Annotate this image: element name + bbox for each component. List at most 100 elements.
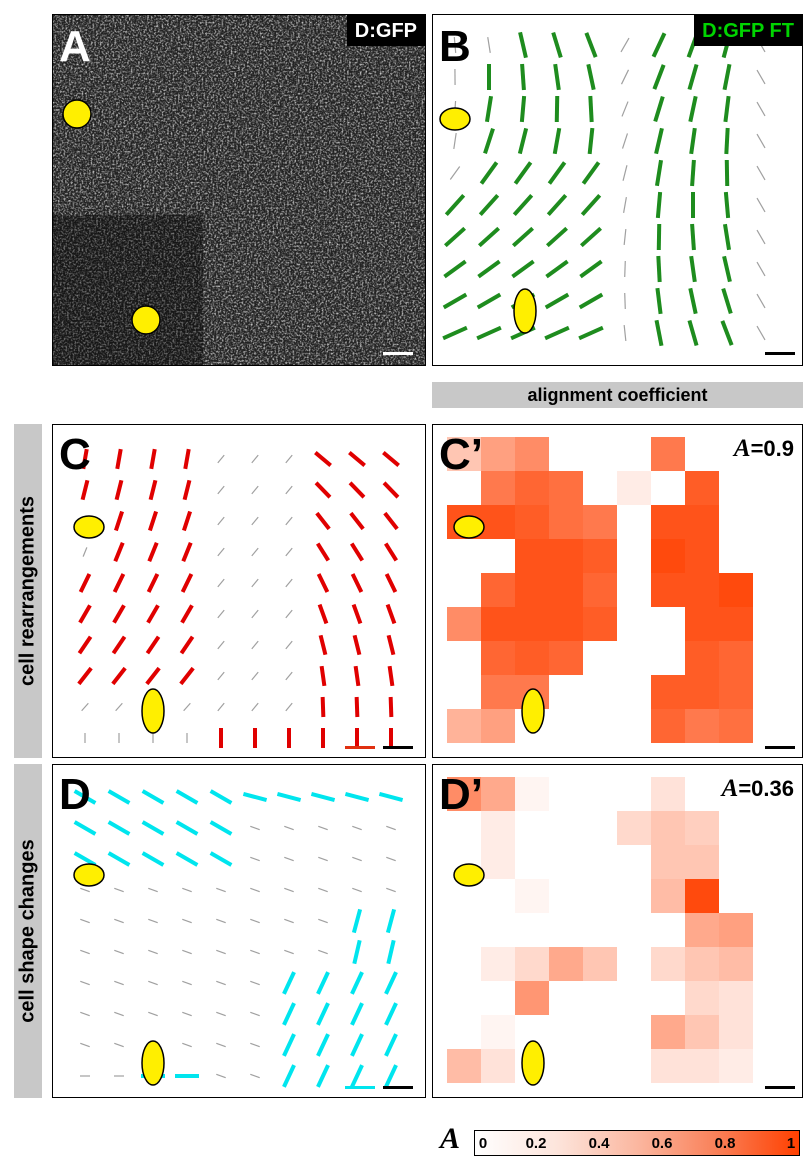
heatmap-cell xyxy=(651,777,685,811)
orientation-line xyxy=(77,666,93,686)
orientation-line xyxy=(217,547,225,557)
heatmap-cell xyxy=(719,641,753,675)
scale-bar xyxy=(765,1086,795,1089)
orientation-line xyxy=(80,949,90,955)
orientation-line xyxy=(316,1064,330,1088)
orientation-line xyxy=(318,887,328,893)
orientation-line xyxy=(148,949,158,955)
panel-letter: B xyxy=(439,22,471,71)
orientation-line xyxy=(80,980,90,986)
orientation-line xyxy=(182,918,192,924)
orientation-line xyxy=(348,451,366,467)
orientation-line xyxy=(386,856,396,862)
orientation-line xyxy=(580,226,602,248)
orientation-line xyxy=(552,127,562,155)
orientation-line xyxy=(387,665,395,687)
marker-ellipse xyxy=(73,863,105,887)
orientation-line xyxy=(181,541,193,563)
row-label-text: cell shape changes xyxy=(16,839,39,1023)
orientation-line xyxy=(82,547,88,557)
orientation-line xyxy=(285,578,293,588)
orientation-line xyxy=(652,64,666,90)
orientation-line xyxy=(250,856,260,862)
orientation-line xyxy=(623,228,627,246)
orientation-line xyxy=(487,37,491,53)
orientation-line xyxy=(756,261,766,277)
orientation-line xyxy=(547,161,567,185)
alignment-heatmap xyxy=(447,437,753,743)
orientation-line xyxy=(352,825,362,831)
orientation-line xyxy=(383,511,399,531)
orientation-line xyxy=(517,127,529,155)
orientation-line xyxy=(183,448,191,470)
row-label-c: cell rearrangements xyxy=(14,424,42,758)
orientation-line xyxy=(384,1064,398,1088)
orientation-line xyxy=(388,696,394,718)
orientation-line xyxy=(182,479,192,501)
orientation-line xyxy=(483,128,495,154)
orientation-line xyxy=(114,949,124,955)
orientation-line xyxy=(217,640,225,650)
orientation-line xyxy=(479,161,499,185)
orientation-line xyxy=(216,1042,226,1048)
heatmap-cell xyxy=(719,675,753,709)
heatmap-cell xyxy=(719,981,753,1015)
orientation-line xyxy=(285,516,293,526)
panel-d-shape-changes: D xyxy=(52,764,426,1098)
marker-circle xyxy=(62,99,92,129)
panel-a-micrograph: A D:GFP xyxy=(52,14,426,366)
label-tag: D:GFP xyxy=(346,15,425,46)
orientation-line xyxy=(216,1011,226,1017)
orientation-line xyxy=(310,791,336,803)
orientation-line xyxy=(620,69,630,85)
orientation-line xyxy=(382,481,400,499)
row-label-d: cell shape changes xyxy=(14,764,42,1098)
panel-letter: A xyxy=(59,22,91,71)
orientation-line xyxy=(217,671,225,681)
orientation-line xyxy=(179,666,195,686)
orientation-line xyxy=(724,127,730,155)
orientation-field xyxy=(439,31,766,347)
heatmap-cell xyxy=(651,845,685,879)
heatmap-cell xyxy=(447,607,481,641)
heatmap-cell xyxy=(685,811,719,845)
orientation-line xyxy=(285,640,293,650)
scale-bar xyxy=(345,746,375,749)
heatmap-cell xyxy=(481,505,515,539)
orientation-line xyxy=(453,132,457,150)
orientation-line xyxy=(756,69,766,85)
heatmap-cell xyxy=(685,879,719,913)
orientation-line xyxy=(476,292,502,310)
orientation-line xyxy=(344,791,370,803)
orientation-line xyxy=(484,95,494,123)
orientation-line xyxy=(216,918,226,924)
orientation-line xyxy=(352,634,362,656)
orientation-line xyxy=(316,1002,330,1026)
heatmap-cell xyxy=(651,811,685,845)
marker-ellipse xyxy=(521,1040,545,1086)
orientation-line xyxy=(216,887,226,893)
orientation-line xyxy=(518,31,528,59)
orientation-line xyxy=(384,542,398,562)
orientation-line xyxy=(384,573,398,593)
orientation-line xyxy=(584,32,598,58)
heatmap-cell xyxy=(515,879,549,913)
heatmap-cell xyxy=(549,641,583,675)
panel-letter: C xyxy=(59,430,91,479)
orientation-line xyxy=(73,820,97,836)
heatmap-cell xyxy=(617,811,651,845)
orientation-line xyxy=(182,510,192,532)
orientation-line xyxy=(217,485,225,495)
alignment-heatmap xyxy=(447,777,753,1086)
heatmap-cell xyxy=(481,811,515,845)
orientation-line xyxy=(384,1033,398,1057)
orientation-line xyxy=(114,918,124,924)
orientation-line xyxy=(353,665,361,687)
orientation-line xyxy=(182,980,192,986)
orientation-line xyxy=(80,1042,90,1048)
orientation-line xyxy=(284,856,294,862)
orientation-line xyxy=(350,1033,364,1057)
orientation-line xyxy=(282,1033,296,1057)
orientation-line xyxy=(251,578,259,588)
colorbar-tick: 0.4 xyxy=(588,1135,610,1152)
